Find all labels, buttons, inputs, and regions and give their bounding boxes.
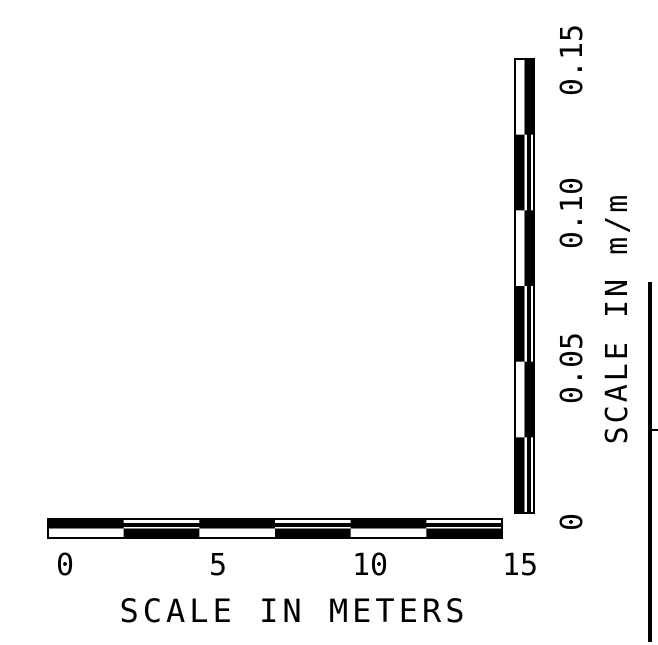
horizontal-tick-label-10: 10 — [352, 548, 388, 583]
horizontal-scale-title: SCALE IN METERS — [120, 592, 469, 630]
vertical-scale-segment — [515, 437, 525, 513]
vertical-scale-bar — [514, 58, 535, 514]
horizontal-scale-bar — [47, 518, 503, 539]
vertical-scale-segment — [524, 59, 534, 135]
horizontal-tick-label-5: 5 — [209, 548, 227, 583]
horizontal-scale-segment — [48, 519, 124, 529]
vertical-tick-label-0-15: 0.15 — [555, 24, 590, 96]
vertical-tick-label-0: 0 — [555, 513, 590, 531]
horizontal-tick-label-15: 15 — [502, 548, 538, 583]
vertical-scale-segment — [524, 361, 534, 438]
vertical-scale-segment — [524, 210, 534, 286]
vertical-tick-label-0-05: 0.05 — [555, 332, 590, 404]
vertical-scale-ticks: 0 0.05 0.10 0.15 — [555, 24, 590, 531]
vertical-scale-segment — [515, 286, 525, 362]
horizontal-scale-segment — [123, 528, 200, 538]
vertical-scale-title: SCALE IN m/m — [600, 192, 635, 445]
horizontal-scale-segment — [275, 528, 351, 538]
horizontal-scale-ticks: 0 5 10 15 — [56, 548, 538, 583]
horizontal-scale-segment — [199, 519, 275, 529]
vertical-scale-segment — [515, 134, 525, 211]
horizontal-scale-segment — [426, 528, 502, 538]
vertical-tick-label-0-10: 0.10 — [555, 177, 590, 249]
horizontal-scale-segment — [350, 519, 427, 529]
horizontal-tick-label-0: 0 — [56, 548, 74, 583]
